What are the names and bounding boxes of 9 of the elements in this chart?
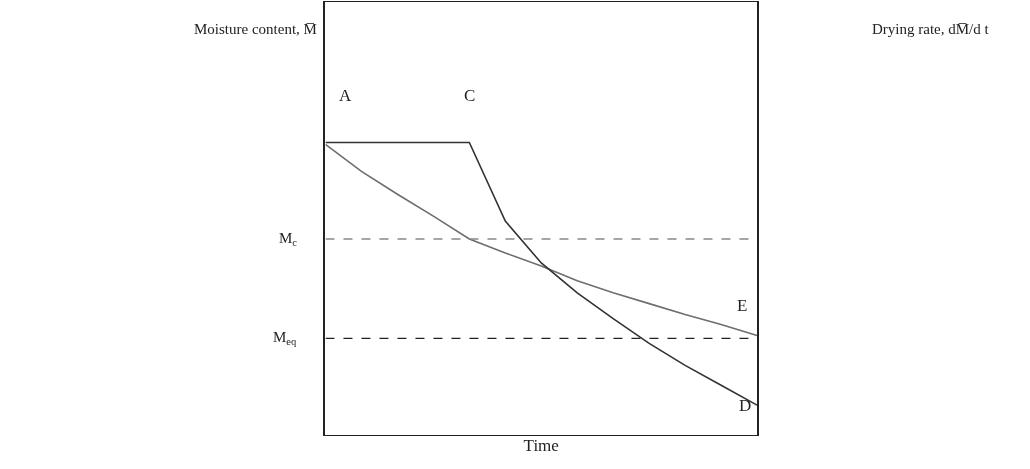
annotation: D (739, 396, 752, 415)
text: Moisture content, M̅ (194, 21, 317, 37)
x-axis-title: Time (523, 436, 559, 456)
text: C (464, 86, 476, 105)
text: A (339, 86, 352, 105)
ref-line-label: M$_{eq}$ (273, 329, 297, 348)
text: Drying rate, dM̅/d t (872, 21, 990, 37)
annotation: E (737, 296, 748, 315)
ref-line-label: M$_{c}$ (279, 230, 298, 249)
